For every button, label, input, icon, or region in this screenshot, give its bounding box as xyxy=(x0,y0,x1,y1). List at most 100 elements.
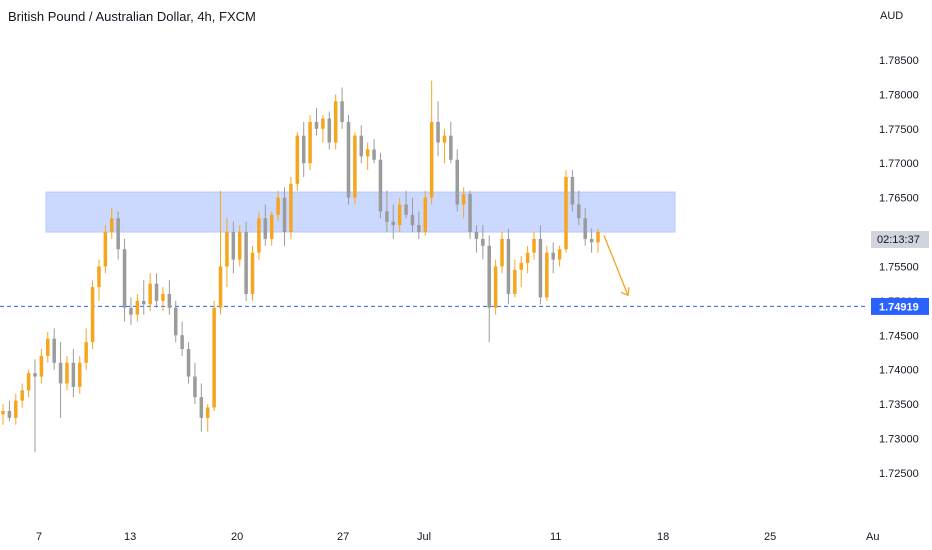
candle xyxy=(250,245,255,301)
y-tick-label: 1.75500 xyxy=(879,261,919,273)
candle xyxy=(141,280,146,315)
candle xyxy=(205,404,210,432)
candle xyxy=(589,228,594,253)
candle xyxy=(423,190,428,236)
candle xyxy=(353,132,357,205)
candle xyxy=(391,204,396,239)
candle xyxy=(199,383,204,432)
candle xyxy=(39,349,44,384)
candle xyxy=(26,369,31,398)
candle xyxy=(295,132,300,191)
candle xyxy=(340,87,344,129)
y-tick-label: 1.78500 xyxy=(879,55,919,67)
y-axis-ticks: 1.78500 1.78000 1.77500 1.77000 1.76500 1.755… xyxy=(879,55,919,480)
candle xyxy=(577,190,581,226)
candle xyxy=(493,259,498,315)
candle xyxy=(500,232,504,274)
candle xyxy=(237,225,242,267)
arrow-shaft xyxy=(603,235,629,296)
candle xyxy=(436,101,440,157)
candle xyxy=(167,280,172,315)
candle xyxy=(84,328,88,370)
x-tick-label: 11 xyxy=(550,531,561,543)
y-tick-label: 1.74000 xyxy=(879,365,919,377)
candle xyxy=(359,125,364,164)
candle xyxy=(442,128,447,164)
candle xyxy=(385,190,389,233)
candle xyxy=(257,211,261,260)
x-tick-label: 20 xyxy=(231,531,243,543)
candle xyxy=(327,111,332,150)
y-tick-label: 1.77500 xyxy=(879,124,919,136)
x-axis-ticks[interactable]: 7 13 20 27 Jul 11 18 25 Au xyxy=(36,531,879,543)
x-tick-label: 7 xyxy=(36,531,42,543)
candle xyxy=(487,235,491,343)
candle xyxy=(365,142,370,171)
y-tick-label: 1.73500 xyxy=(879,399,919,411)
candle xyxy=(455,149,460,212)
candle xyxy=(276,190,280,222)
y-tick-label: 1.78000 xyxy=(879,89,919,101)
candle xyxy=(7,400,12,422)
candle xyxy=(173,300,178,343)
resistance-zone[interactable] xyxy=(45,191,676,233)
y-tick-label: 1.74500 xyxy=(879,330,919,342)
price-badge xyxy=(871,297,929,315)
candle xyxy=(97,259,101,301)
candle xyxy=(404,190,408,219)
countdown-label: 02:13:37 xyxy=(877,234,920,246)
price-axis[interactable]: AUD 1.785001.780001.775001.770001.765001… xyxy=(871,10,929,480)
candle xyxy=(65,355,69,391)
candle xyxy=(52,328,56,370)
candle xyxy=(135,293,140,322)
candle xyxy=(570,170,575,212)
candle xyxy=(525,245,530,274)
candle xyxy=(180,321,184,356)
candle xyxy=(557,245,562,267)
candles-layer xyxy=(1,80,600,453)
currency-label: AUD xyxy=(880,10,903,22)
candle xyxy=(532,232,536,260)
x-tick-label: 18 xyxy=(657,531,669,543)
candle xyxy=(103,225,108,274)
candle xyxy=(545,245,549,301)
candle xyxy=(148,273,152,312)
candle xyxy=(481,225,485,260)
candle xyxy=(596,228,600,253)
candle xyxy=(46,331,50,363)
candle xyxy=(410,197,415,233)
x-tick-label: 27 xyxy=(337,531,349,543)
candle xyxy=(161,287,165,312)
candle xyxy=(263,204,268,246)
candle xyxy=(449,121,453,164)
candle xyxy=(474,225,479,253)
price-label: 1.74919 xyxy=(879,301,919,313)
candle xyxy=(519,256,523,288)
countdown-badge xyxy=(871,231,929,248)
candle xyxy=(231,221,236,274)
candle xyxy=(78,355,82,394)
candle xyxy=(308,115,312,171)
candle xyxy=(289,176,293,239)
candle xyxy=(314,108,319,136)
y-tick-label: 1.77000 xyxy=(879,158,919,170)
candle xyxy=(110,207,114,239)
candle xyxy=(429,80,434,205)
candle xyxy=(193,362,197,405)
candle xyxy=(282,187,287,246)
x-tick-label: Au xyxy=(866,531,879,543)
x-tick-label: 25 xyxy=(764,531,776,543)
candle xyxy=(116,211,120,260)
candle xyxy=(333,94,338,150)
candle xyxy=(397,197,402,233)
candle xyxy=(1,404,5,425)
candle xyxy=(71,349,76,398)
arrow-annotation[interactable] xyxy=(603,235,630,297)
candle xyxy=(90,280,95,350)
candle xyxy=(218,190,223,315)
candle xyxy=(538,225,543,305)
candle xyxy=(513,259,517,298)
y-tick-label: 1.76500 xyxy=(879,193,919,205)
x-tick-label: 13 xyxy=(124,531,136,543)
